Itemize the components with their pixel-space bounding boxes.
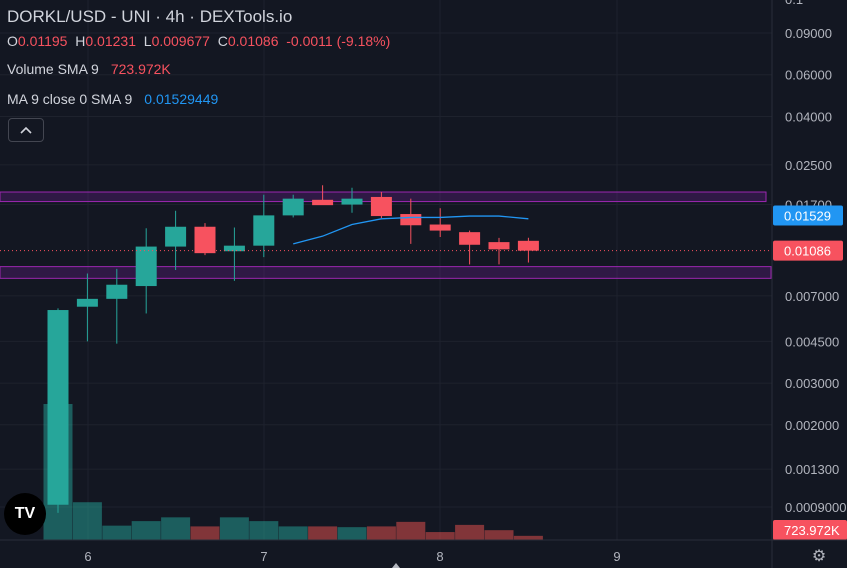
chevron-up-icon [20, 126, 32, 134]
price-tick-label: 0.003000 [785, 376, 839, 391]
low-key: L [143, 33, 152, 49]
time-tick-label: 6 [84, 549, 91, 564]
candle-body [429, 224, 451, 231]
volume-bar [190, 526, 220, 540]
candle-body [488, 242, 510, 250]
volume-label-text: 723.972K [784, 523, 840, 538]
high-key: H [75, 33, 86, 49]
volume-bar [161, 517, 191, 540]
volume-bar [337, 527, 367, 540]
price-label-text: 0.01529 [784, 208, 831, 223]
candle-body [223, 245, 245, 252]
price-tick-label: 0.001300 [785, 462, 839, 477]
volume-bar [366, 526, 396, 540]
volume-bar [131, 521, 161, 540]
volume-bar [102, 525, 132, 540]
volume-bar [278, 526, 308, 540]
time-tick-label: 8 [436, 549, 443, 564]
price-tick-label: 0.1 [785, 0, 803, 7]
ma-indicator-legend[interactable]: MA 9 close 0 SMA 9 0.01529449 [7, 91, 218, 107]
candle-body [459, 232, 481, 245]
volume-bar [396, 521, 426, 540]
candle-body [194, 226, 216, 254]
price-tick-label: 0.0009000 [785, 500, 846, 515]
candle-body [341, 198, 363, 205]
time-cursor-marker [392, 563, 400, 568]
high-value: 0.01231 [85, 33, 136, 49]
tradingview-logo[interactable]: TV [4, 493, 46, 535]
volume-bar [513, 535, 543, 540]
price-tick-label: 0.09000 [785, 26, 832, 41]
change-value: -0.0011 (-9.18%) [286, 33, 391, 49]
chart-title: DORKL/USD - UNI · 4h · DEXTools.io [7, 7, 293, 26]
volume-bar [72, 502, 102, 540]
gear-icon[interactable]: ⚙ [811, 548, 827, 565]
volume-indicator-label: Volume SMA 9 [7, 61, 99, 77]
volume-bar [425, 532, 455, 540]
ohlc-readout: O0.01195 H0.01231 L0.009677 C0.01086 -0.… [7, 33, 390, 49]
candle-body [135, 246, 157, 287]
volume-bar [308, 526, 338, 540]
price-tick-label: 0.02500 [785, 158, 832, 173]
candle-body [253, 215, 275, 246]
candle-body [282, 198, 304, 216]
candle-body [47, 310, 69, 505]
volume-indicator-legend[interactable]: Volume SMA 9 723.972K [7, 61, 171, 77]
candle-body [517, 240, 539, 251]
price-tick-label: 0.002000 [785, 418, 839, 433]
close-key: C [217, 33, 228, 49]
candle-body [370, 196, 392, 217]
price-label-box [773, 240, 843, 261]
volume-label-box [773, 520, 847, 540]
low-value: 0.009677 [151, 33, 210, 49]
open-value: 0.01195 [17, 33, 68, 49]
candle-body [106, 284, 128, 299]
volume-bar [249, 521, 279, 540]
zone-rect [0, 266, 772, 279]
candle-body [76, 298, 98, 307]
price-tick-label: 0.007000 [785, 289, 839, 304]
price-tick-label: 0.04000 [785, 109, 832, 124]
price-tick-label: 0.06000 [785, 68, 832, 83]
candle-body [165, 226, 187, 247]
volume-indicator-value: 723.972K [110, 61, 171, 77]
price-label-text: 0.01086 [784, 244, 831, 259]
open-key: O [7, 33, 18, 49]
time-tick-label: 9 [613, 549, 620, 564]
ma-indicator-value: 0.01529449 [144, 91, 219, 107]
price-label-box [773, 205, 843, 226]
close-value: 0.01086 [227, 33, 279, 49]
collapse-legend-button[interactable] [8, 118, 44, 142]
candle-body [312, 199, 334, 206]
price-tick-label: 0.004500 [785, 334, 839, 349]
volume-bar [219, 517, 249, 540]
ma-line [293, 215, 529, 245]
volume-bar [484, 530, 514, 540]
volume-bar [455, 524, 485, 540]
candle-body [400, 214, 422, 226]
time-tick-label: 7 [260, 549, 267, 564]
ma-indicator-label: MA 9 close 0 SMA 9 [7, 91, 133, 107]
